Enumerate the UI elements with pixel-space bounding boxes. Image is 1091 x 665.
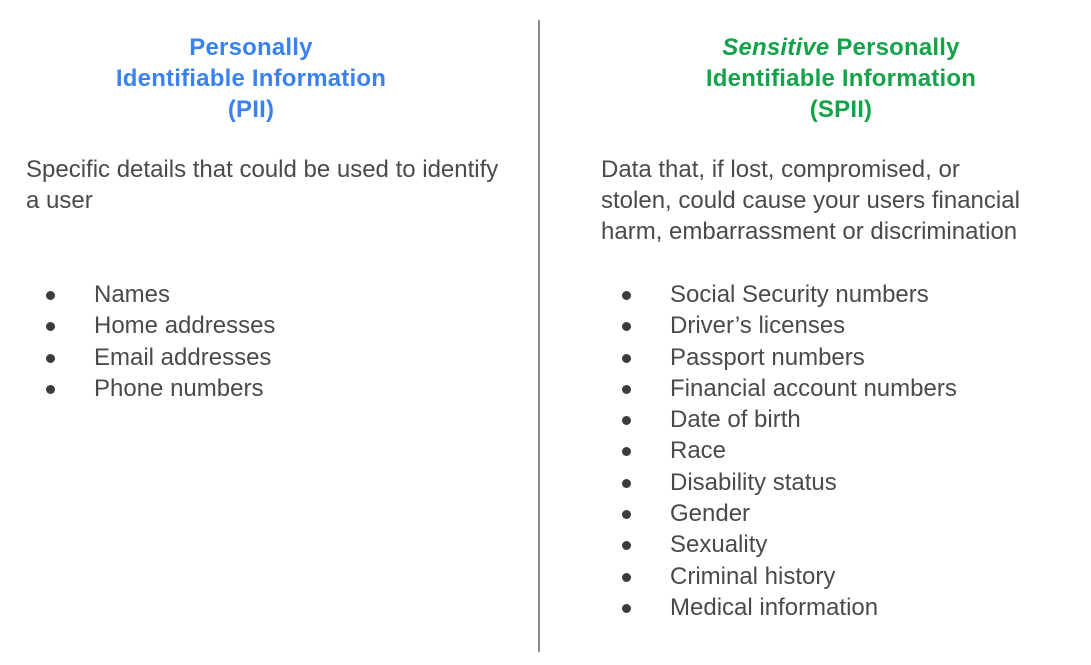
bullet-icon (46, 322, 55, 332)
spii-heading-line1: Sensitive Personally (540, 32, 1091, 63)
list-item-label: Home addresses (94, 312, 276, 340)
list-item-label: Email addresses (94, 343, 272, 371)
column-divider (538, 20, 540, 652)
spii-description: Data that, if lost, compromised, or stol… (601, 154, 1091, 247)
list-item-label: Driver’s licenses (670, 312, 846, 340)
pii-heading-line3: (PII) (227, 96, 275, 123)
bullet-icon (622, 603, 631, 613)
pii-description: Specific details that could be used to i… (26, 156, 499, 214)
list-item-label: Date of birth (670, 406, 801, 434)
spii-heading-italic: Sensitive (722, 34, 830, 61)
list-item-label: Financial account numbers (670, 374, 957, 402)
list-item-label: Disability status (670, 468, 837, 496)
list-item-label: Medical information (670, 593, 879, 621)
bullet-icon (622, 447, 631, 457)
bullet-icon (46, 384, 55, 394)
bullet-icon (46, 291, 55, 300)
bullet-icon (622, 416, 631, 426)
list-item-label: Sexuality (670, 531, 768, 559)
list-item-label: Race (670, 437, 727, 465)
bullet-icon (622, 572, 631, 582)
spii-description-line2: stolen, could cause your users financial (601, 187, 1020, 214)
spii-heading-line2: Identifiable Information (705, 65, 977, 92)
bullet-icon (622, 384, 631, 394)
spii-heading: Sensitive Personally Identifiable Inform… (540, 32, 1091, 125)
spii-heading-line1-rest: Personally (829, 34, 960, 61)
bullet-icon (622, 291, 631, 300)
bullet-icon (622, 510, 631, 520)
list-item-label: Passport numbers (670, 343, 865, 371)
pii-heading-line2: Identifiable Information (115, 65, 387, 92)
bullet-icon (622, 322, 631, 332)
bullet-icon (622, 541, 631, 551)
spii-description-line1: Data that, if lost, compromised, or (601, 156, 960, 183)
list-item-label: Criminal history (670, 562, 836, 590)
pii-heading: Personally Identifiable Information (PII… (0, 32, 502, 125)
list-item-label: Names (94, 281, 171, 308)
pii-heading-line1: Personally (189, 34, 313, 61)
list-item-label: Social Security numbers (670, 281, 929, 308)
spii-description-line3: harm, embarrassment or discrimination (601, 218, 1018, 245)
spii-heading-line3: (SPII) (809, 96, 873, 123)
list-item-label: Gender (670, 500, 751, 528)
list-item-label: Phone numbers (94, 374, 264, 402)
bullet-icon (46, 353, 55, 363)
bullet-icon (622, 478, 631, 488)
bullet-icon (622, 353, 631, 363)
